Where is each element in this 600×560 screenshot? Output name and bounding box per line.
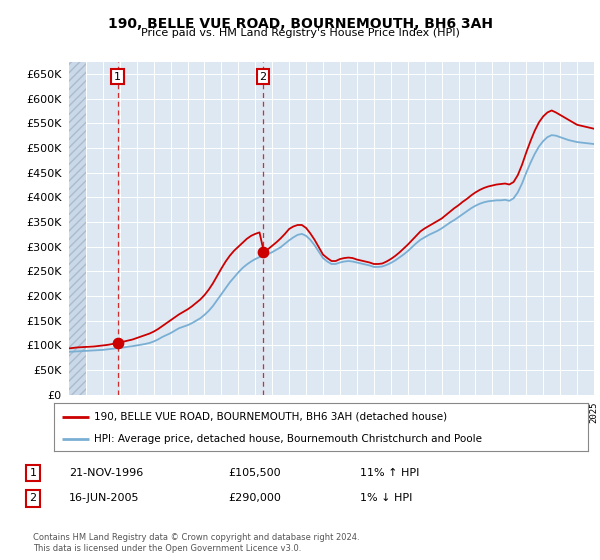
- Text: 1% ↓ HPI: 1% ↓ HPI: [360, 493, 412, 503]
- Text: 190, BELLE VUE ROAD, BOURNEMOUTH, BH6 3AH: 190, BELLE VUE ROAD, BOURNEMOUTH, BH6 3A…: [107, 17, 493, 31]
- Point: [113, 338, 122, 347]
- Text: HPI: Average price, detached house, Bournemouth Christchurch and Poole: HPI: Average price, detached house, Bour…: [94, 434, 482, 444]
- Text: 2: 2: [29, 493, 37, 503]
- Text: £290,000: £290,000: [228, 493, 281, 503]
- Text: £105,500: £105,500: [228, 468, 281, 478]
- Text: 1: 1: [29, 468, 37, 478]
- Text: Price paid vs. HM Land Registry's House Price Index (HPI): Price paid vs. HM Land Registry's House …: [140, 28, 460, 38]
- Text: 190, BELLE VUE ROAD, BOURNEMOUTH, BH6 3AH (detached house): 190, BELLE VUE ROAD, BOURNEMOUTH, BH6 3A…: [94, 412, 447, 422]
- Text: 21-NOV-1996: 21-NOV-1996: [69, 468, 143, 478]
- Bar: [69, 62, 86, 395]
- Text: 1: 1: [114, 72, 121, 82]
- Text: 11% ↑ HPI: 11% ↑ HPI: [360, 468, 419, 478]
- Point: [258, 247, 268, 256]
- Text: 16-JUN-2005: 16-JUN-2005: [69, 493, 139, 503]
- Text: Contains HM Land Registry data © Crown copyright and database right 2024.
This d: Contains HM Land Registry data © Crown c…: [33, 533, 359, 553]
- Text: 2: 2: [260, 72, 266, 82]
